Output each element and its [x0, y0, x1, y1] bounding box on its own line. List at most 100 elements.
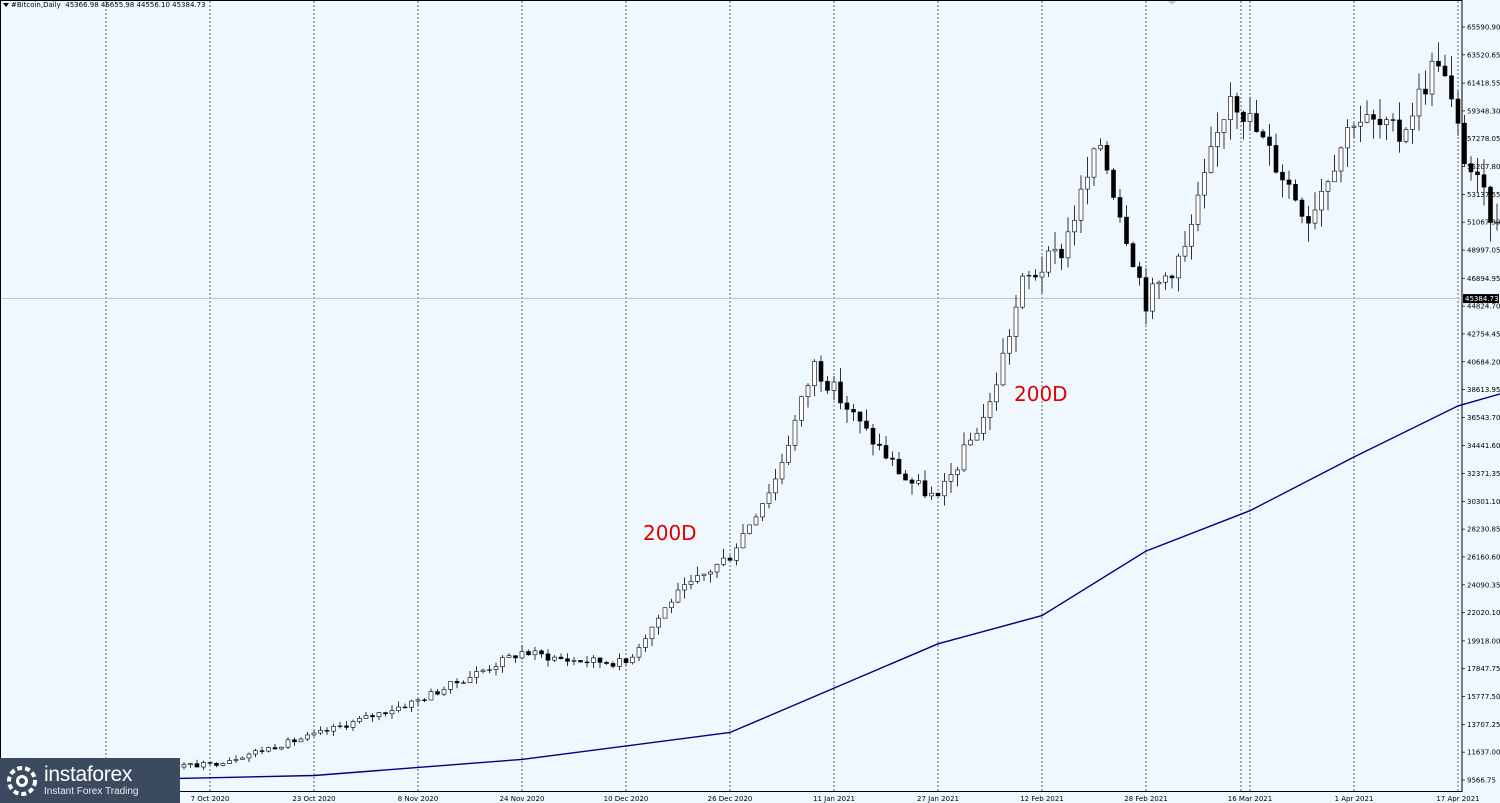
- candle-body: [1195, 194, 1201, 225]
- candle-body: [675, 589, 681, 603]
- candle-body: [1371, 114, 1376, 120]
- candle-body: [571, 660, 577, 662]
- candle-body: [792, 419, 798, 446]
- chart-header: #Bitcoin,Daily 45366.98 46655.98 44556.1…: [3, 1, 206, 9]
- candle-body: [1345, 127, 1350, 149]
- candle-body: [1494, 221, 1500, 224]
- candle-body: [1273, 145, 1279, 173]
- candle-body: [500, 657, 505, 668]
- candle-body: [1117, 197, 1123, 218]
- candle-body: [1143, 277, 1149, 312]
- candle-body: [1403, 129, 1409, 142]
- candle-body: [844, 402, 850, 410]
- candle-body: [227, 760, 232, 764]
- y-tick-label: 65590.90: [1467, 24, 1500, 32]
- candle-body: [1241, 111, 1246, 122]
- candle-body: [877, 443, 882, 446]
- candle-body: [454, 681, 460, 684]
- instaforex-gear-icon: [6, 765, 38, 797]
- y-tick-label: 53137.55: [1467, 191, 1500, 199]
- y-tick-label: 57278.05: [1467, 135, 1500, 143]
- x-tick-label: 28 Feb 2021: [1124, 795, 1168, 803]
- dropdown-triangle-icon[interactable]: [3, 3, 9, 7]
- x-tick-label: 16 Mar 2021: [1228, 795, 1272, 803]
- candle-body: [591, 657, 596, 663]
- candle-body: [1338, 147, 1344, 172]
- candle-body: [1189, 224, 1194, 247]
- candle-body: [987, 401, 993, 418]
- candle-body: [532, 650, 538, 656]
- candle-body: [389, 710, 395, 715]
- candle-body: [805, 385, 811, 398]
- y-tick-label: 32371.35: [1467, 470, 1500, 478]
- candle-body: [1436, 60, 1441, 67]
- candle-body: [350, 721, 356, 728]
- candle-body: [825, 380, 830, 391]
- candle-body: [1306, 216, 1311, 224]
- candle-body: [240, 757, 245, 760]
- candle-body: [1020, 275, 1025, 308]
- candle-body: [701, 573, 707, 576]
- candle-body: [1130, 243, 1136, 268]
- candle-body: [890, 457, 895, 460]
- candle-body: [740, 533, 746, 549]
- candle-body: [682, 584, 687, 591]
- candle-body: [552, 656, 557, 661]
- candle-body: [994, 384, 999, 403]
- candle-body: [981, 417, 986, 434]
- candle-body: [695, 575, 700, 582]
- candle-body: [883, 445, 889, 459]
- candle-body: [1468, 163, 1474, 173]
- candle-body: [721, 557, 726, 565]
- candle-body: [1124, 216, 1129, 244]
- candle-body: [1111, 169, 1116, 198]
- candle-body: [480, 669, 486, 672]
- annotation-200d: 200D: [1014, 382, 1068, 406]
- candle-body: [896, 458, 902, 475]
- candle-body: [331, 726, 336, 732]
- candle-body: [955, 469, 960, 475]
- candle-body: [311, 732, 317, 736]
- candle-body: [974, 433, 980, 441]
- candle-body: [1091, 148, 1097, 178]
- y-tick-label: 30301.10: [1467, 498, 1500, 506]
- candle-body: [649, 626, 655, 640]
- y-tick-label: 51067.30: [1467, 219, 1500, 227]
- candle-body: [1481, 174, 1487, 188]
- candle-body: [1026, 274, 1032, 277]
- candle-body: [857, 411, 863, 422]
- candle-body: [1449, 75, 1454, 100]
- candle-body: [565, 658, 570, 662]
- candle-body: [773, 478, 778, 494]
- y-tick-label: 13707.25: [1467, 721, 1500, 729]
- candle-body: [1007, 336, 1012, 354]
- candle-body: [539, 650, 544, 655]
- candle-body: [493, 666, 499, 670]
- candle-body: [519, 651, 525, 659]
- candle-body: [1052, 248, 1058, 252]
- candle-body: [747, 524, 752, 534]
- candle-body: [435, 691, 440, 695]
- candle-body: [428, 691, 434, 701]
- x-tick-label: 7 Oct 2020: [191, 795, 230, 803]
- candle-body: [1364, 114, 1370, 123]
- x-tick-label: 26 Dec 2020: [708, 795, 753, 803]
- candle-body: [799, 396, 804, 421]
- candle-body: [272, 747, 278, 750]
- y-tick-label: 9566.75: [1467, 777, 1496, 785]
- candle-body: [935, 492, 941, 497]
- candle-body: [812, 361, 817, 386]
- candle-body: [903, 473, 908, 481]
- candle-body: [578, 660, 583, 663]
- candle-body: [831, 381, 837, 391]
- candle-body: [337, 725, 343, 728]
- y-tick-label: 17847.75: [1467, 665, 1500, 673]
- candle-body: [643, 638, 648, 648]
- candle-body: [1137, 266, 1142, 278]
- candle-body: [402, 706, 408, 709]
- candle-body: [233, 759, 239, 761]
- candle-body: [1156, 281, 1162, 285]
- candle-body: [253, 750, 258, 755]
- candle-body: [526, 651, 531, 656]
- x-tick-label: 23 Oct 2020: [292, 795, 335, 803]
